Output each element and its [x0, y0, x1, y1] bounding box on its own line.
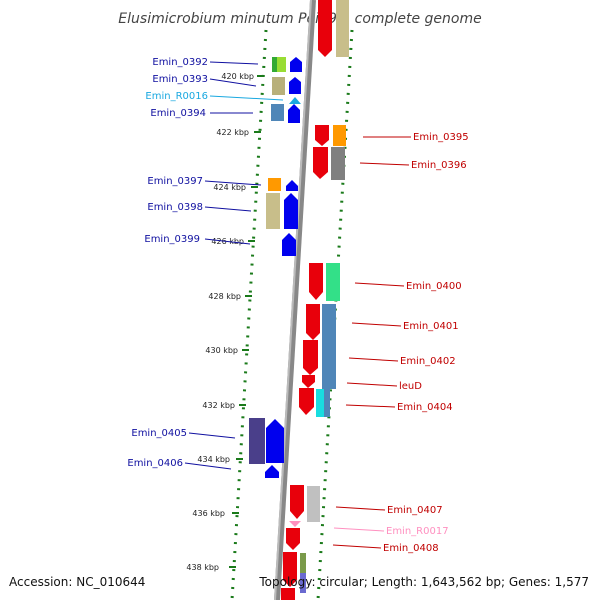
tick-label-428: 428 kbp — [208, 292, 241, 301]
tick-label-436: 436 kbp — [192, 509, 225, 518]
kbp-ticks: 420 kbp 422 kbp 424 kbp 426 kbp 428 kbp … — [186, 72, 264, 572]
gene-label-emin-0392[interactable]: Emin_0392 — [152, 57, 208, 68]
tick-label-430: 430 kbp — [205, 346, 238, 355]
rna-arrow-emin-r0016[interactable] — [289, 97, 301, 104]
genome-backbone — [274, 0, 316, 600]
gene-label-emin-0407[interactable]: Emin_0407 — [387, 505, 443, 516]
category-block — [300, 573, 306, 593]
gene-label-emin-0400[interactable]: Emin_0400 — [406, 281, 462, 292]
right-leader-lines — [332, 136, 411, 549]
gene-arrow-emin-0402[interactable] — [303, 340, 318, 375]
category-block — [266, 193, 280, 229]
tick-label-438: 438 kbp — [186, 563, 219, 572]
category-block — [316, 389, 324, 417]
tick-label-420: 420 kbp — [221, 72, 254, 81]
gene-arrow-emin-0398[interactable] — [284, 193, 298, 229]
category-block — [322, 304, 336, 389]
gene-arrow-emin-0406[interactable] — [265, 465, 279, 478]
gene-arrow-emin-0394[interactable] — [288, 104, 300, 123]
gene-arrow-emin-0395[interactable] — [315, 125, 329, 146]
category-block — [300, 553, 306, 573]
gene-label-leud[interactable]: leuD — [399, 381, 422, 392]
right-gene-labels: Emin_0395 Emin_0396 Emin_0400 Emin_0401 … — [383, 132, 469, 554]
topology-text: Topology: circular; Length: 1,643,562 bp… — [258, 575, 589, 589]
map-title: Elusimicrobium minutum Pei191, complete … — [118, 11, 481, 27]
category-block — [272, 57, 277, 72]
gene-arrow-emin-0401[interactable] — [306, 304, 320, 340]
gene-label-emin-0404[interactable]: Emin_0404 — [397, 402, 453, 413]
category-block — [324, 389, 330, 417]
left-leader-lines — [184, 61, 284, 470]
tick-label-434: 434 kbp — [197, 455, 230, 464]
gene-arrow-emin-0393[interactable] — [289, 77, 301, 94]
gene-label-emin-0399[interactable]: Emin_0399 — [144, 234, 200, 245]
gene-label-emin-0394[interactable]: Emin_0394 — [150, 108, 206, 119]
reverse-strand-genes — [265, 57, 302, 478]
gene-arrow-emin-0396[interactable] — [313, 147, 328, 179]
gene-label-emin-0393[interactable]: Emin_0393 — [152, 74, 208, 85]
gene-arrow-bottom-2[interactable] — [281, 588, 295, 600]
gene-arrow-emin-0397[interactable] — [286, 180, 298, 191]
category-block — [331, 147, 345, 180]
gene-label-emin-0406[interactable]: Emin_0406 — [127, 458, 183, 469]
gene-arrow-top-partial[interactable] — [318, 0, 332, 57]
gene-label-emin-0402[interactable]: Emin_0402 — [400, 356, 456, 367]
tick-label-422: 422 kbp — [216, 128, 249, 137]
gene-arrow-emin-0407[interactable] — [290, 485, 304, 519]
genome-backbone-highlight — [274, 0, 312, 600]
gene-arrow-emin-0400[interactable] — [309, 263, 323, 300]
category-block — [326, 263, 340, 301]
category-block — [307, 486, 320, 522]
gene-arrow-emin-0405[interactable] — [266, 419, 284, 463]
functional-category-blocks — [249, 0, 349, 593]
gene-label-emin-0397[interactable]: Emin_0397 — [147, 176, 203, 187]
gene-arrow-emin-0408[interactable] — [286, 528, 300, 550]
gene-arrow-emin-0392[interactable] — [290, 57, 302, 72]
tick-label-424: 424 kbp — [213, 183, 246, 192]
forward-strand-genes — [281, 0, 332, 600]
gene-label-emin-r0017[interactable]: Emin_R0017 — [386, 526, 449, 537]
gene-arrow-emin-0399[interactable] — [282, 233, 296, 256]
category-block — [268, 178, 281, 191]
category-block — [271, 104, 284, 121]
category-block — [333, 125, 346, 146]
accession-text: Accession: NC_010644 — [9, 575, 145, 589]
category-block — [272, 77, 285, 95]
category-block — [336, 0, 349, 57]
left-gene-labels: Emin_0392 Emin_0393 Emin_R0016 Emin_0394… — [127, 57, 208, 469]
gene-label-emin-0398[interactable]: Emin_0398 — [147, 202, 203, 213]
left-outer-dots — [230, 29, 268, 600]
gene-label-emin-0405[interactable]: Emin_0405 — [131, 428, 187, 439]
gene-label-emin-0396[interactable]: Emin_0396 — [411, 160, 467, 171]
gene-label-emin-0408[interactable]: Emin_0408 — [383, 543, 439, 554]
tick-label-432: 432 kbp — [202, 401, 235, 410]
gene-arrow-bottom-1[interactable] — [283, 552, 297, 587]
gene-label-emin-r0016[interactable]: Emin_R0016 — [145, 91, 208, 102]
rna-arrow-emin-r0017[interactable] — [289, 521, 301, 527]
gene-arrow-emin-0404[interactable] — [299, 388, 314, 415]
category-block — [249, 418, 265, 464]
gene-label-emin-0401[interactable]: Emin_0401 — [403, 321, 459, 332]
gene-label-emin-0395[interactable]: Emin_0395 — [413, 132, 469, 143]
category-block — [277, 57, 286, 72]
gene-arrow-leud[interactable] — [302, 375, 315, 388]
